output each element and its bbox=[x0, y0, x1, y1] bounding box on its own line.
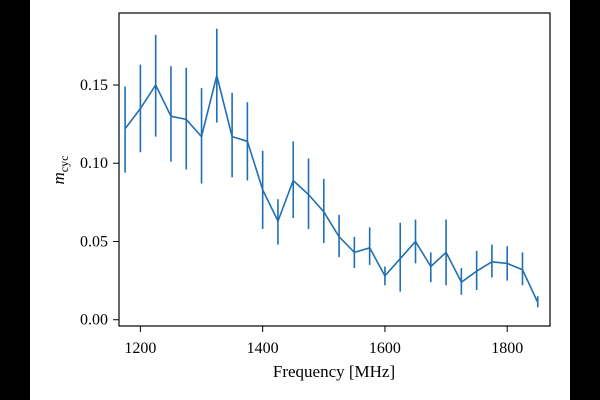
error-bars bbox=[124, 28, 539, 308]
x-tick-label: 1800 bbox=[491, 340, 523, 357]
x-tick-label: 1600 bbox=[369, 340, 401, 357]
y-axis-label-subscript: cyc bbox=[57, 156, 71, 173]
y-tick-label: 0.10 bbox=[80, 155, 108, 172]
series-layer bbox=[124, 75, 539, 303]
y-tick-label: 0.15 bbox=[80, 77, 108, 94]
y-axis-ticks: 0.00 0.05 0.10 0.15 bbox=[80, 77, 119, 329]
x-axis-ticks: 1200 1400 1600 1800 bbox=[124, 326, 523, 357]
y-tick-label: 0.00 bbox=[80, 312, 108, 329]
x-axis-label: Frequency [MHz] bbox=[273, 362, 395, 381]
x-tick-label: 1200 bbox=[124, 340, 156, 357]
figure-panel: 1200 1400 1600 1800 0.00 0.05 0.10 0.15 Freque… bbox=[30, 0, 570, 400]
line-chart: 1200 1400 1600 1800 0.00 0.05 0.10 0.15 Freque… bbox=[49, 12, 551, 381]
series-line bbox=[124, 75, 539, 303]
y-tick-label: 0.05 bbox=[80, 233, 108, 250]
x-tick-label: 1400 bbox=[247, 340, 279, 357]
y-axis-label-main: m bbox=[49, 172, 68, 184]
plot-area-frame bbox=[118, 12, 551, 327]
y-axis-label: mcyc bbox=[49, 156, 71, 185]
